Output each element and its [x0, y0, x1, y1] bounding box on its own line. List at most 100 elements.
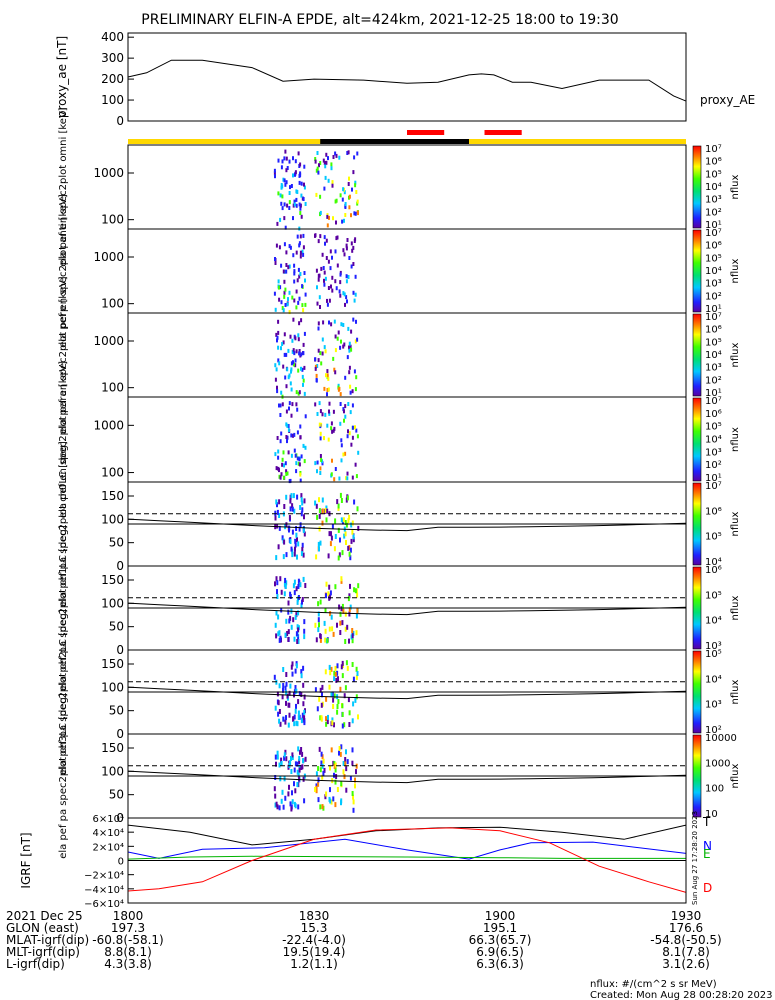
heat-cell [324, 241, 326, 246]
heat-cell [333, 693, 336, 699]
heat-cell [329, 611, 332, 617]
heat-cell [353, 369, 356, 374]
heat-cell [344, 451, 347, 456]
heat-cell [287, 722, 290, 728]
heat-cell [277, 631, 280, 637]
heat-cell [302, 245, 305, 250]
heat-cell [326, 223, 329, 228]
heat-cell [278, 297, 281, 302]
heat-cell [294, 358, 297, 363]
heat-cell [289, 760, 292, 766]
heat-cell [283, 202, 286, 207]
heat-cell [290, 361, 293, 366]
heat-cell [338, 155, 341, 160]
colorbar [692, 313, 702, 397]
heat-cell [346, 434, 349, 439]
heat-cell [287, 609, 290, 615]
heat-cell [292, 360, 294, 365]
heat-cell [277, 279, 280, 284]
heat-cell [331, 255, 333, 260]
footer-value: 66.3(65.7) [469, 933, 532, 947]
heat-cell [282, 716, 285, 722]
heat-cell [335, 677, 338, 683]
heat-cell [285, 690, 288, 696]
heat-cell [343, 418, 345, 423]
heat-cell [320, 702, 323, 708]
panel-frame [127, 817, 687, 904]
heat-cell [356, 337, 359, 342]
heat-cell [317, 627, 320, 633]
heat-cell [274, 452, 277, 457]
heat-cell [303, 331, 306, 336]
ytick-label: 1000 [93, 334, 124, 348]
ytick-label: 100 [101, 680, 124, 694]
heat-cell [276, 385, 278, 390]
heat-cell [323, 270, 326, 275]
heat-cell [317, 326, 320, 331]
heat-cell [334, 665, 337, 671]
heat-cell [339, 630, 342, 635]
heat-cell [282, 450, 285, 455]
heat-cell [294, 453, 297, 458]
heat-cell [296, 278, 299, 283]
heat-cell [314, 622, 317, 628]
heat-cell [332, 216, 334, 221]
heat-cell [277, 466, 280, 471]
heat-cell [320, 760, 323, 766]
heat-cell [342, 344, 345, 349]
colorbar-tick-label: 10 [705, 809, 718, 820]
heat-cell [277, 700, 280, 706]
heat-cell [344, 302, 346, 307]
heat-cell [353, 239, 356, 243]
heat-cell [316, 412, 319, 416]
heat-cell [338, 604, 341, 610]
orbit-status-bars [128, 130, 686, 144]
heat-cell [296, 761, 299, 767]
heat-cell [283, 755, 286, 761]
heat-cell [354, 180, 357, 185]
heat-cell [302, 197, 305, 201]
heat-cell [330, 284, 332, 289]
heat-cell [293, 714, 296, 720]
heat-cell [330, 322, 333, 327]
ytick-label: −2×10⁴ [84, 871, 124, 882]
heat-cell [339, 537, 341, 543]
heat-cell [339, 751, 342, 757]
heat-cell [290, 367, 293, 372]
heat-cell [298, 755, 301, 761]
heat-cell [299, 171, 302, 176]
heat-cell [277, 358, 280, 363]
colorbar-tick-label: 10000 [705, 733, 737, 744]
heat-cell [350, 264, 353, 269]
heat-cell [286, 166, 289, 170]
heat-cell [314, 366, 317, 371]
heat-cell [276, 523, 279, 529]
panel-ylabel: ela pef pa spec2plot ch0LC [deg] [58, 441, 69, 607]
heat-cell [288, 244, 291, 249]
heat-cell [304, 202, 307, 206]
heat-cell [301, 249, 304, 254]
colorbar-tick-label: 10⁶ [705, 241, 722, 252]
heat-cell [286, 439, 288, 444]
heat-cell [300, 511, 303, 517]
heat-cell [278, 762, 281, 768]
heat-cell [314, 500, 317, 506]
heat-cell [300, 551, 303, 557]
heat-cell [298, 180, 301, 185]
heat-cell [324, 628, 327, 634]
heat-cell [347, 518, 350, 524]
heat-cell [342, 452, 345, 457]
heat-cell [351, 403, 354, 408]
heat-cell [288, 191, 291, 195]
heat-cell [301, 507, 304, 513]
heat-cell [294, 159, 297, 164]
heat-cell [325, 791, 328, 797]
heat-cell [323, 186, 326, 191]
heat-cell [302, 351, 305, 356]
heat-cell [319, 409, 322, 414]
heat-cell [346, 624, 349, 630]
heat-cell [294, 538, 297, 544]
heat-cell [277, 330, 280, 335]
heat-cell [339, 402, 342, 406]
heat-cell [283, 279, 286, 284]
